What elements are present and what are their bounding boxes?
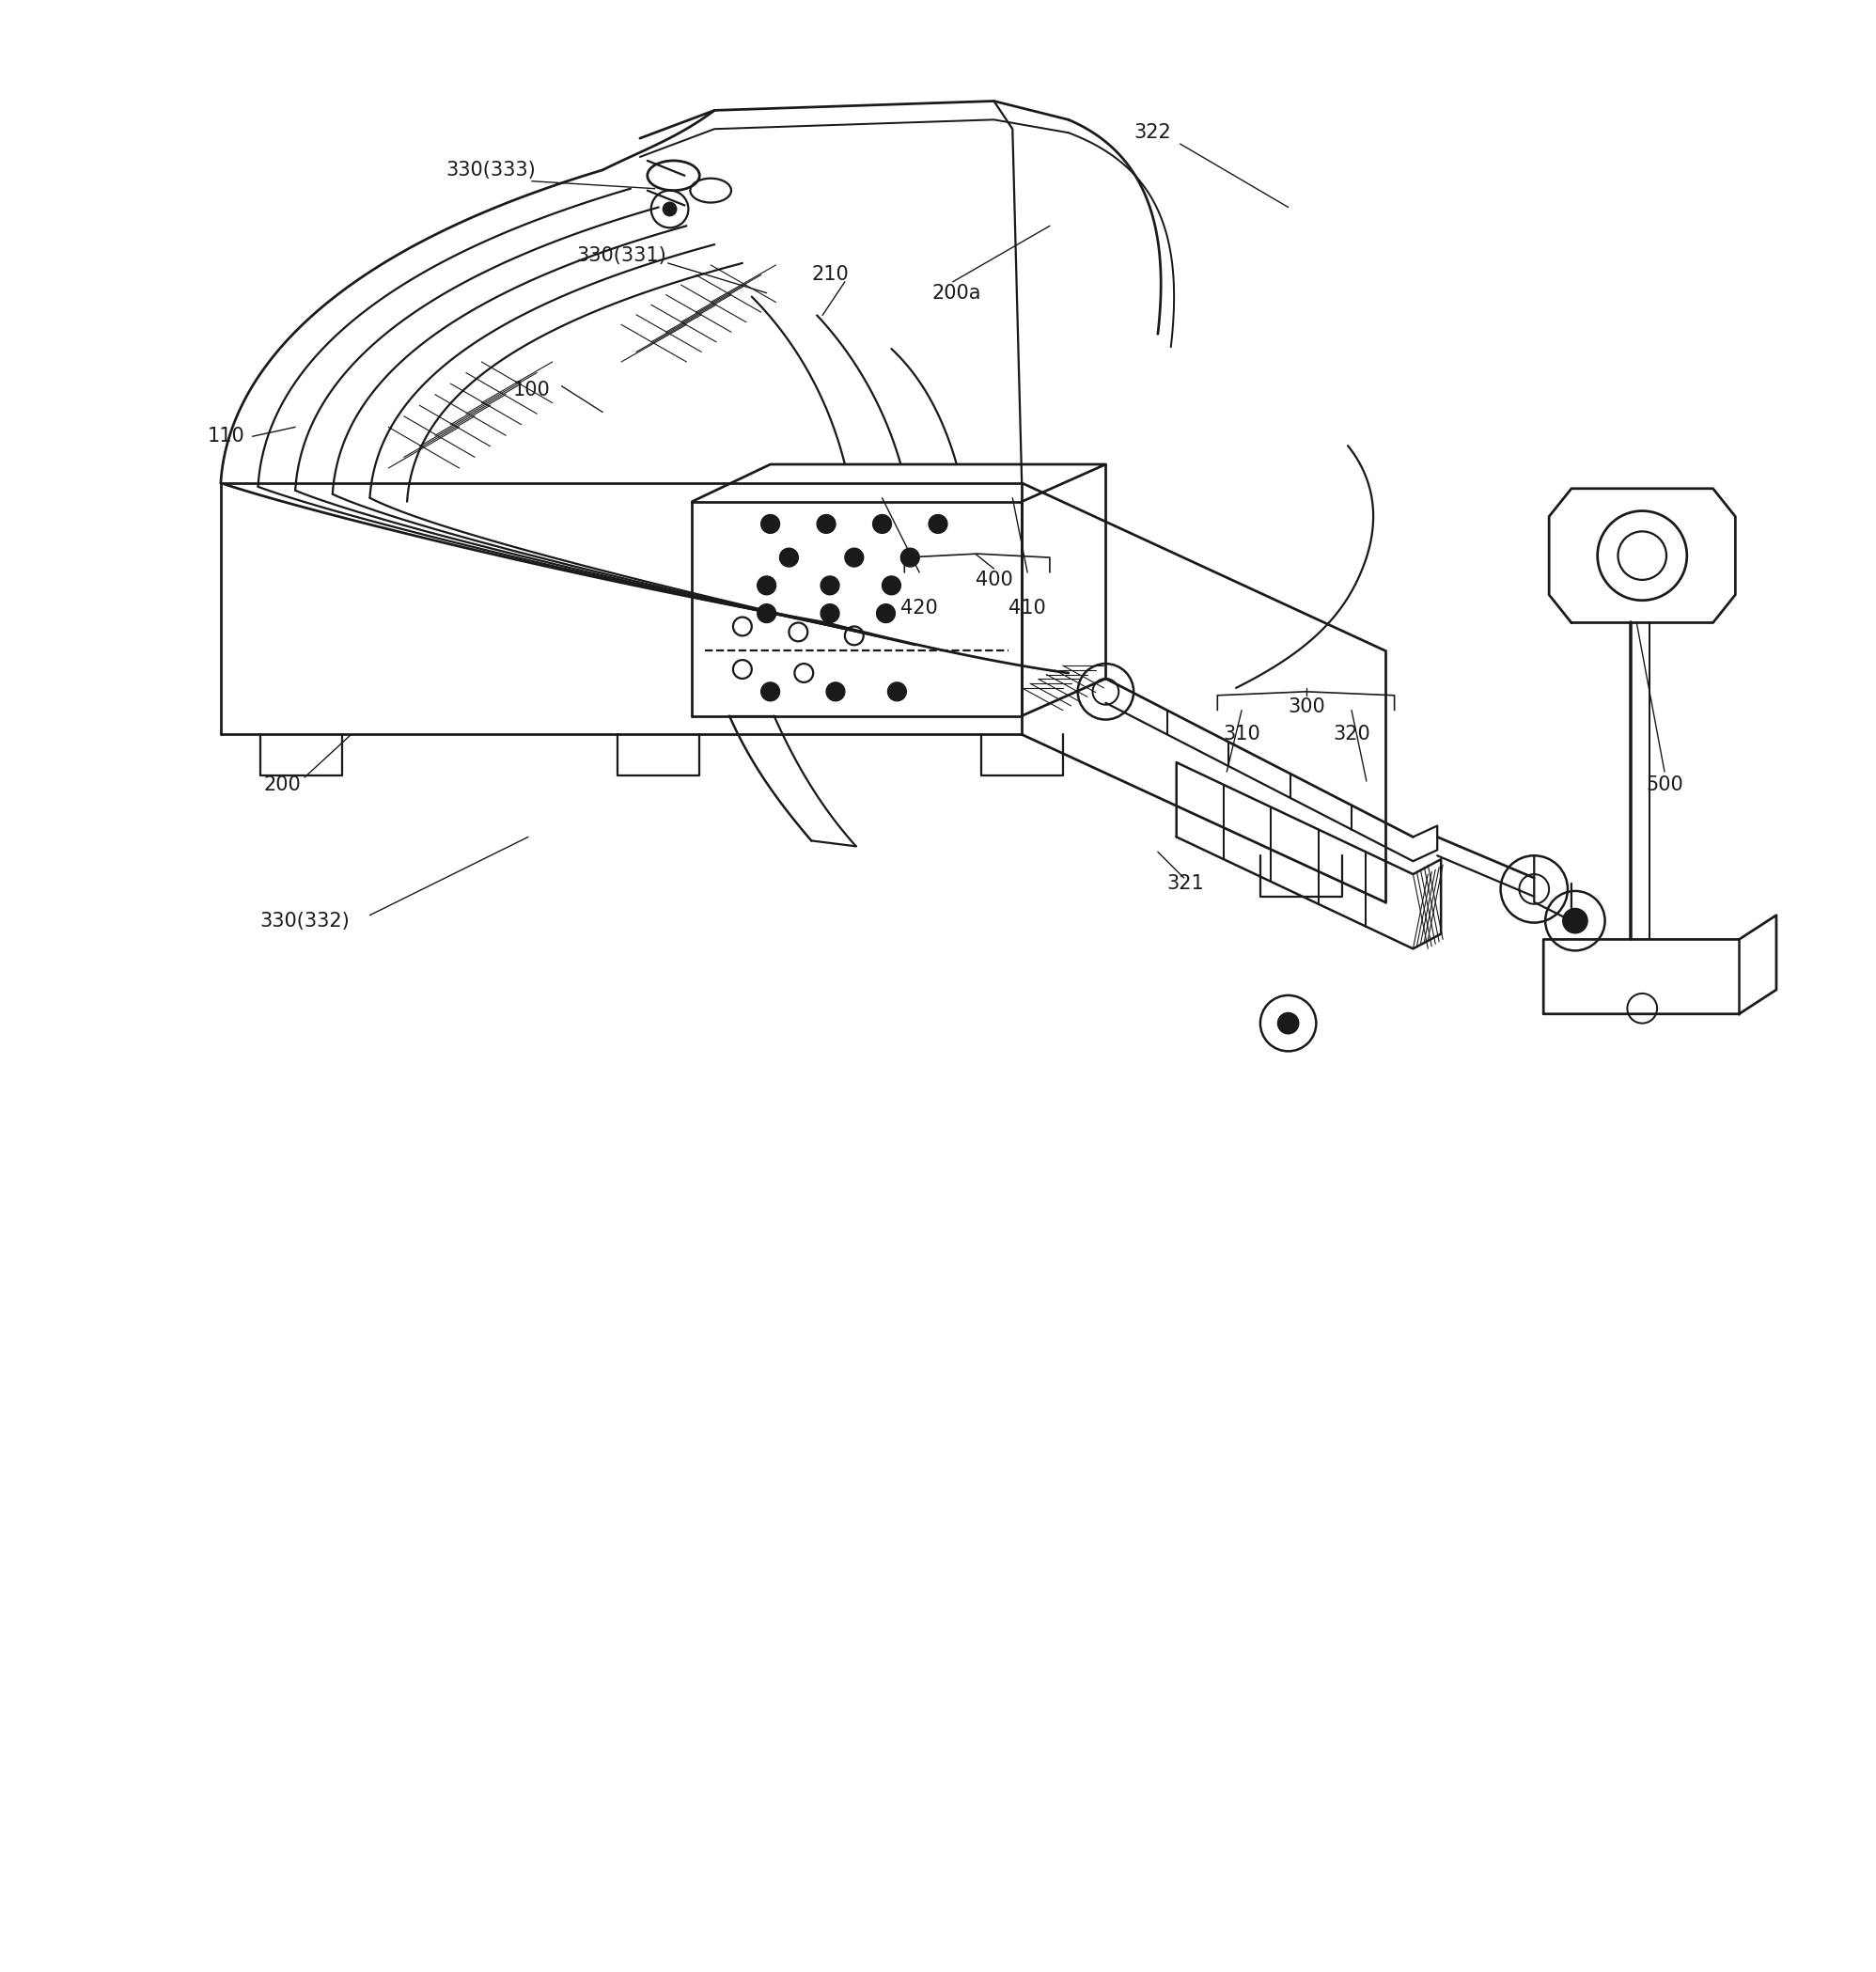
Circle shape <box>816 515 835 532</box>
Circle shape <box>1563 907 1589 935</box>
Circle shape <box>900 548 919 566</box>
Circle shape <box>780 548 799 566</box>
Circle shape <box>758 603 777 623</box>
Circle shape <box>762 682 780 700</box>
Text: 321: 321 <box>1167 874 1204 893</box>
Text: 110: 110 <box>208 428 246 446</box>
Circle shape <box>1278 1012 1300 1035</box>
Circle shape <box>876 603 895 623</box>
Text: 320: 320 <box>1332 726 1369 743</box>
Text: 200: 200 <box>263 775 300 795</box>
Text: 300: 300 <box>1289 698 1326 716</box>
Text: 100: 100 <box>514 381 550 398</box>
Circle shape <box>820 603 839 623</box>
Text: 330(331): 330(331) <box>576 246 666 264</box>
Text: 330(333): 330(333) <box>446 160 537 179</box>
Text: 410: 410 <box>1009 598 1047 617</box>
Circle shape <box>844 548 863 566</box>
Text: 322: 322 <box>1133 124 1171 142</box>
Text: 420: 420 <box>900 598 938 617</box>
Text: 210: 210 <box>810 264 848 284</box>
Text: 310: 310 <box>1223 726 1261 743</box>
Circle shape <box>929 515 947 532</box>
Circle shape <box>872 515 891 532</box>
Circle shape <box>820 576 839 596</box>
Text: 330(332): 330(332) <box>259 911 349 931</box>
Circle shape <box>762 515 780 532</box>
Text: 400: 400 <box>976 570 1013 590</box>
Circle shape <box>758 576 777 596</box>
Circle shape <box>887 682 906 700</box>
Text: 500: 500 <box>1645 775 1683 795</box>
Circle shape <box>882 576 900 596</box>
Text: 200a: 200a <box>932 284 981 302</box>
Circle shape <box>662 201 677 217</box>
Circle shape <box>825 682 844 700</box>
